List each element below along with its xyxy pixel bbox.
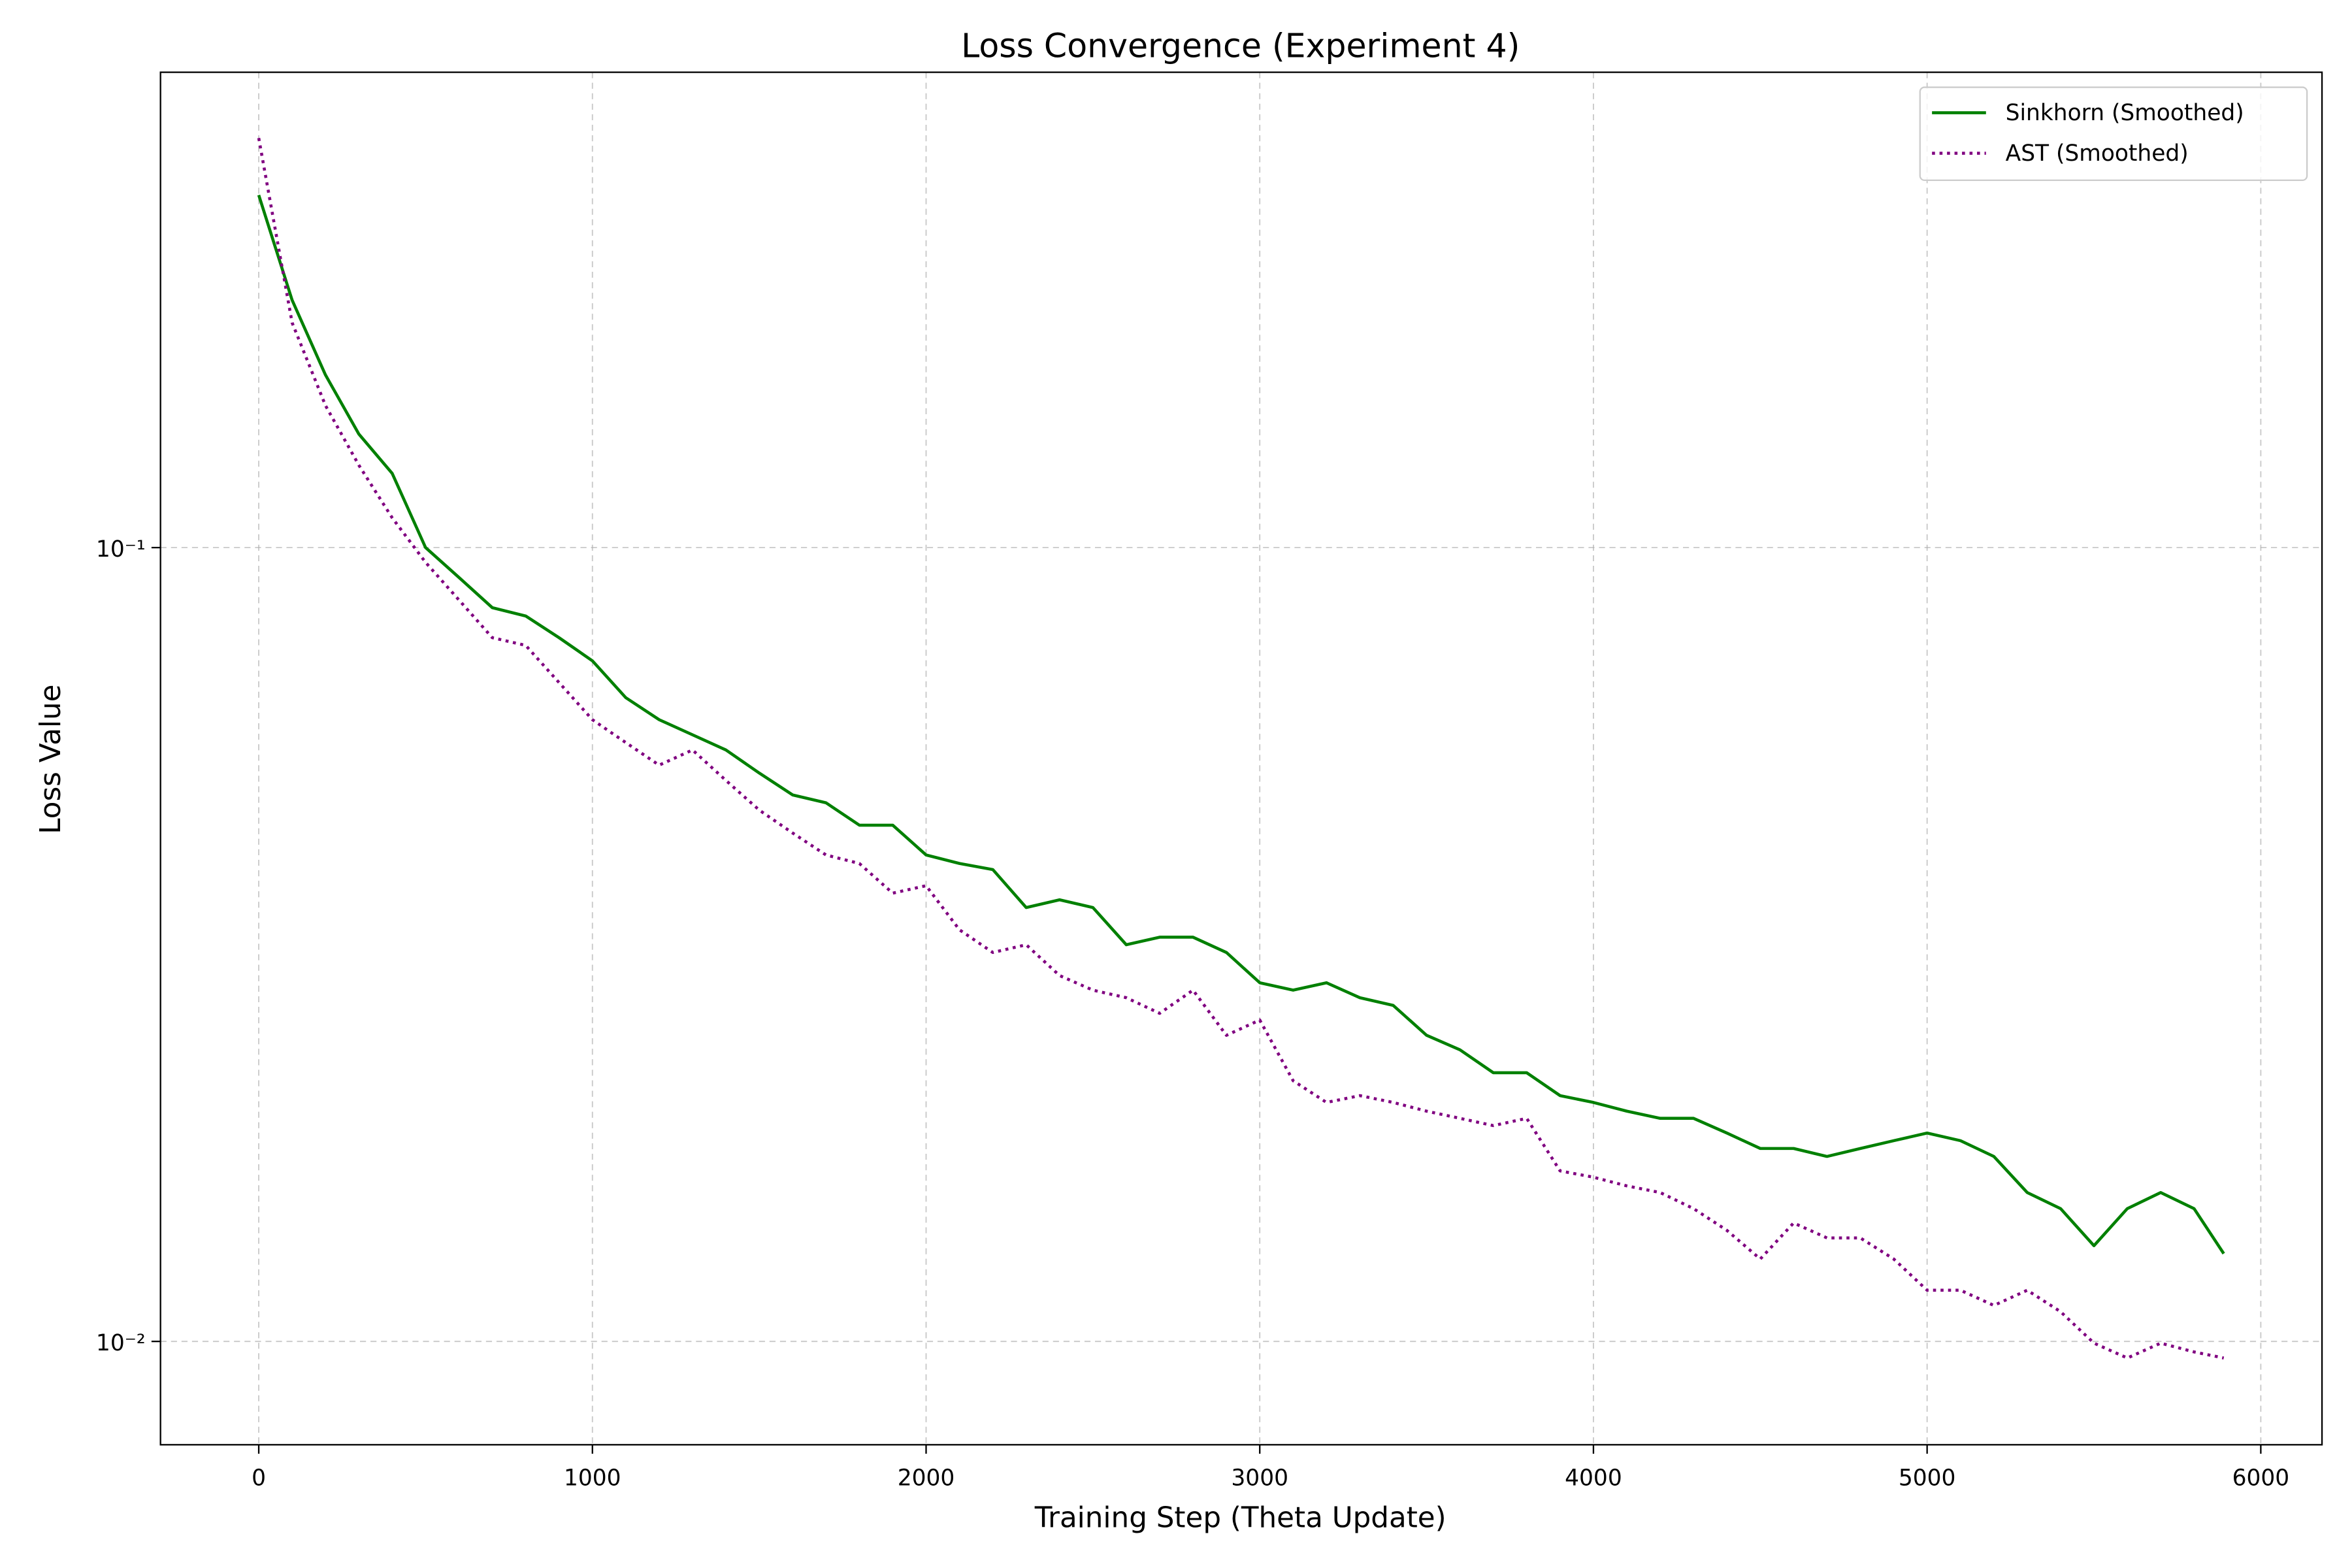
y-tick-label: 10⁻² bbox=[96, 1330, 146, 1356]
y-tick-label: 10⁻¹ bbox=[96, 536, 146, 563]
y-axis-label: Loss Value bbox=[35, 684, 67, 834]
legend-label: AST (Smoothed) bbox=[2006, 140, 2189, 167]
legend: Sinkhorn (Smoothed) AST (Smoothed) bbox=[1919, 86, 2308, 182]
x-tick-label: 5000 bbox=[1899, 1465, 1956, 1491]
series-line bbox=[257, 194, 2225, 1255]
chart-title: Loss Convergence (Experiment 4) bbox=[961, 27, 1520, 65]
x-tick-label: 2000 bbox=[898, 1465, 955, 1491]
series-line bbox=[257, 137, 2225, 1360]
x-tick-label: 4000 bbox=[1565, 1465, 1622, 1491]
plot-frame bbox=[159, 71, 2323, 1446]
x-tick-label: 1000 bbox=[564, 1465, 621, 1491]
legend-label: Sinkhorn (Smoothed) bbox=[2006, 100, 2244, 126]
x-axis-label: Training Step (Theta Update) bbox=[1034, 1502, 1446, 1535]
legend-box bbox=[1919, 86, 2308, 182]
x-tick-label: 6000 bbox=[2232, 1465, 2290, 1491]
x-tick-label: 0 bbox=[252, 1465, 266, 1491]
x-tick-label: 3000 bbox=[1231, 1465, 1288, 1491]
